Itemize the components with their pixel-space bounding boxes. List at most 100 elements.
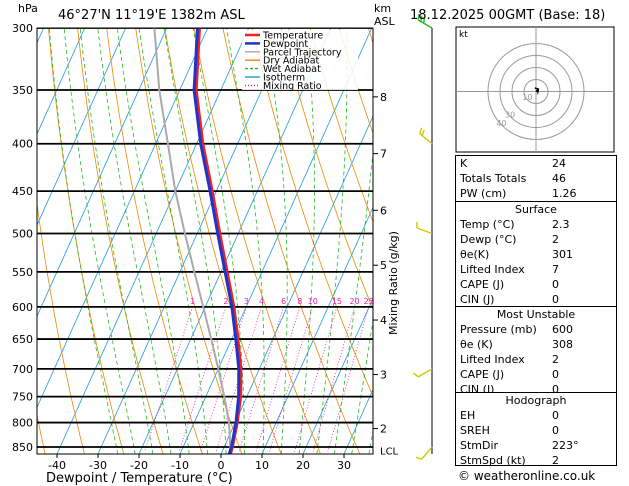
row-surface-cin: CIN (J) 0 bbox=[460, 293, 559, 306]
dewpoint-line bbox=[192, 28, 241, 454]
dry-adiabat-line bbox=[193, 28, 321, 454]
legend-label: Isotherm bbox=[263, 73, 305, 84]
isotherm-line bbox=[37, 28, 209, 409]
mixing-ratio-label: 25 bbox=[364, 297, 374, 306]
wind-feather bbox=[417, 13, 420, 21]
plot-area bbox=[0, 28, 373, 454]
row-stmdir: StmDir 223° bbox=[460, 439, 579, 452]
row-mu-li: Lifted Index 2 bbox=[460, 353, 559, 366]
dry-adiabat-line bbox=[280, 28, 373, 311]
pressure-tick-label: 300 bbox=[12, 22, 33, 35]
isotherm-line bbox=[56, 28, 250, 454]
isotherm-line bbox=[37, 28, 127, 227]
km-tick-label: 6 bbox=[380, 204, 387, 217]
x-tick-label: -40 bbox=[48, 459, 66, 472]
dry-adiabat-line bbox=[0, 28, 6, 454]
pressure-tick-label: 850 bbox=[12, 441, 33, 454]
row-surface-temp: Temp (°C) 2.3 bbox=[460, 218, 570, 231]
row-mu-theta: θe (K) 308 bbox=[460, 338, 573, 351]
row-surface-dewp: Dewp (°C) 2 bbox=[460, 233, 559, 246]
location-title: 46°27'N 11°19'E 1382m ASL bbox=[58, 8, 245, 23]
hodograph-trace bbox=[534, 87, 540, 96]
legend-label: Dry Adiabat bbox=[263, 56, 320, 67]
isotherm-line bbox=[302, 297, 373, 454]
profile-series bbox=[153, 28, 243, 454]
isotherm-line bbox=[138, 28, 332, 454]
wet-adiabat-line bbox=[264, 28, 288, 454]
mixing-ratio-line bbox=[269, 306, 314, 452]
mixing-ratio-label: 6 bbox=[281, 297, 286, 306]
legend-label: Mixing Ratio bbox=[263, 81, 322, 92]
temperature-tick-labels: -40 -30 -20 -10 0 10 20 30 bbox=[48, 454, 351, 472]
pressure-tick-label: 550 bbox=[12, 266, 33, 279]
wet-adiabat-line bbox=[298, 28, 315, 454]
hodo-title: Hodograph bbox=[505, 394, 567, 407]
wet-adiabat-line bbox=[226, 28, 265, 454]
pressure-tick-label: 500 bbox=[12, 227, 33, 240]
x-tick-label: 10 bbox=[255, 459, 269, 472]
hodograph-ring-label: 10 bbox=[522, 93, 532, 102]
wind-feather bbox=[422, 17, 426, 24]
isotherm-line bbox=[37, 28, 168, 318]
isotherm-line bbox=[220, 115, 373, 454]
x-tick-label: 30 bbox=[337, 459, 351, 472]
pressure-tick-label: 700 bbox=[12, 363, 33, 376]
wind-profile bbox=[413, 13, 433, 460]
pressure-unit: hPa bbox=[18, 2, 38, 15]
wind-barb bbox=[417, 368, 433, 378]
lcl-label: LCL bbox=[380, 447, 399, 458]
wet-adiabat-line bbox=[97, 28, 172, 454]
row-surface-cape: CAPE (J) 0 bbox=[460, 278, 559, 291]
legend-label: Parcel Trajectory bbox=[263, 47, 342, 58]
datetime-title: 18.12.2025 00GMT (Base: 18) bbox=[410, 8, 606, 23]
most-unstable-box: Most Unstable Pressure (mb) 600 θe (K) 308… bbox=[455, 306, 617, 396]
isotherm-line bbox=[179, 28, 373, 454]
mixing-ratio-line bbox=[312, 306, 355, 452]
wind-barb bbox=[421, 446, 433, 460]
km-unit: km bbox=[374, 2, 392, 15]
wet-adiabat-line bbox=[79, 28, 154, 454]
mu-title: Most Unstable bbox=[496, 308, 576, 321]
wet-adiabat-line bbox=[316, 28, 348, 454]
pressure-tick-label: 350 bbox=[12, 84, 33, 97]
legend-label: Temperature bbox=[262, 31, 323, 42]
wind-feather bbox=[415, 456, 422, 460]
mixing-ratio-line bbox=[178, 306, 227, 452]
km-tick-label: 8 bbox=[380, 91, 387, 104]
pressure-tick-label: 750 bbox=[12, 391, 33, 404]
row-surface-li: Lifted Index 7 bbox=[460, 263, 559, 276]
wind-barb bbox=[416, 227, 433, 235]
surface-title: Surface bbox=[515, 203, 557, 216]
km-axis: 8 7 6 5 4 3 2 LCL bbox=[373, 91, 399, 458]
km-tick-label: 5 bbox=[380, 259, 387, 272]
pressure-tick-label: 600 bbox=[12, 301, 33, 314]
mixing-ratio-line bbox=[144, 306, 194, 452]
row-mu-cape: CAPE (J) 0 bbox=[460, 368, 559, 381]
pw-value: 1.26 bbox=[552, 187, 577, 200]
wind-feather bbox=[419, 127, 423, 134]
row-sreh: SREH 0 bbox=[460, 424, 559, 437]
row-mu-pres: Pressure (mb) 600 bbox=[460, 323, 573, 336]
wet-adiabat-line bbox=[48, 28, 119, 454]
asl-unit: ASL bbox=[374, 15, 395, 28]
dry-adiabat-line bbox=[77, 28, 164, 454]
x-axis-label: Dewpoint / Temperature (°C) bbox=[46, 471, 233, 486]
mixing-ratio-label: 15 bbox=[332, 297, 342, 306]
km-tick-label: 2 bbox=[380, 423, 387, 436]
wind-feather bbox=[421, 129, 425, 136]
row-surface-theta: θe(K) 301 bbox=[460, 248, 573, 261]
pressure-tick-labels: 300 350 400 450 500 550 600 650 700 750 800 850 bbox=[12, 22, 33, 454]
x-tick-label: 20 bbox=[296, 459, 310, 472]
k-value: 24 bbox=[552, 157, 566, 170]
legend-label: Dewpoint bbox=[263, 39, 308, 50]
mixing-ratio-label: 10 bbox=[308, 297, 318, 306]
x-tick-label: -10 bbox=[171, 459, 189, 472]
hodograph-frame bbox=[455, 26, 615, 153]
mixing-ratio-label: 20 bbox=[350, 297, 360, 306]
hodograph-ring-label: 30 bbox=[505, 110, 515, 119]
mixing-ratio-label: 3 bbox=[244, 297, 249, 306]
mixing-ratio-label: 1 bbox=[190, 297, 195, 306]
copyright-text: © weatheronline.co.uk bbox=[458, 469, 596, 483]
